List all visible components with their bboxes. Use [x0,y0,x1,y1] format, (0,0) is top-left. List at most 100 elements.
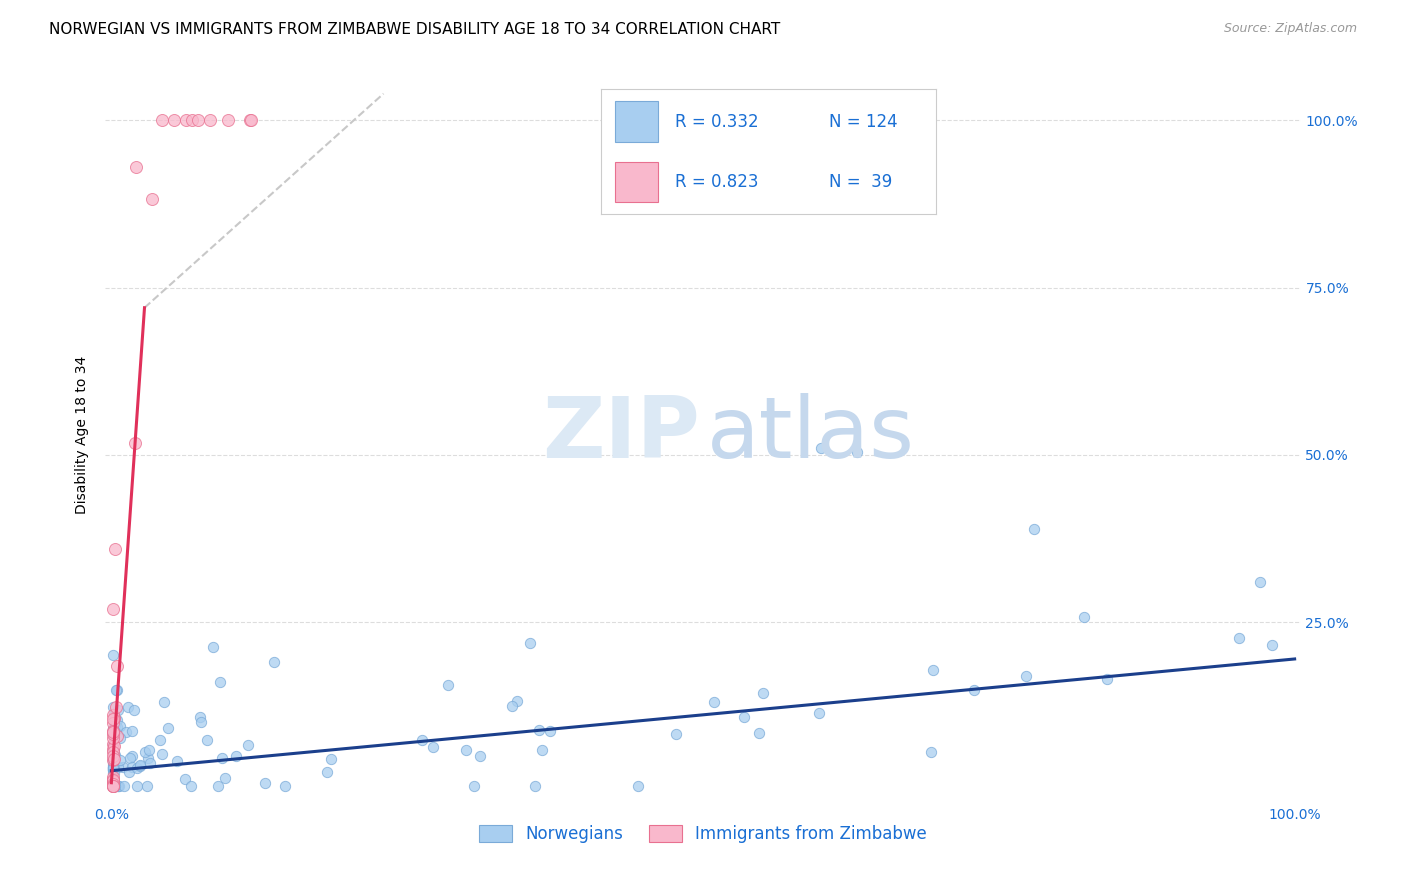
Point [1260,638,1282,652]
Point [112,779,135,793]
Point [101,775,124,789]
Point [422,740,444,755]
Point [105,713,128,727]
Point [134,745,156,759]
Point [103,739,125,753]
Point [138,743,160,757]
Point [703,695,725,709]
Point [101,762,124,776]
Point [807,706,830,720]
Point [101,764,124,778]
Point [101,700,124,714]
Point [506,693,529,707]
Point [101,722,124,736]
Point [239,113,262,128]
Point [139,756,162,770]
Point [104,718,127,732]
Point [101,779,124,793]
Point [104,541,127,556]
Point [166,755,188,769]
Point [1073,610,1095,624]
Point [665,726,688,740]
Point [197,732,219,747]
Point [125,779,148,793]
Point [108,731,131,745]
Point [135,779,157,793]
Point [101,745,124,759]
Point [1249,574,1271,589]
Text: ZIP: ZIP [541,393,699,476]
Point [101,778,124,792]
Point [101,708,124,723]
Point [101,745,124,759]
Point [103,726,125,740]
Point [101,749,124,764]
Point [207,779,229,793]
Point [101,731,124,745]
Point [101,772,124,786]
Point [627,779,650,793]
Point [501,699,523,714]
Point [104,711,127,725]
Point [107,760,129,774]
Point [101,737,124,751]
Point [101,755,124,769]
Point [105,779,128,793]
Point [101,763,124,777]
Point [103,762,125,776]
Point [110,719,132,733]
Point [105,682,128,697]
Point [198,113,221,128]
Point [748,726,770,740]
Point [214,771,236,785]
Point [103,711,125,725]
Point [112,759,135,773]
Point [129,759,152,773]
Point [108,779,131,793]
Point [101,751,124,765]
Point [125,761,148,775]
Point [411,733,433,747]
Point [103,779,125,793]
Point [122,703,145,717]
Point [810,441,832,455]
Point [101,722,124,736]
Point [437,677,460,691]
Point [101,753,124,767]
Point [531,743,554,757]
Point [187,113,209,128]
Point [101,725,124,739]
Point [128,757,150,772]
Point [101,761,124,775]
Point [101,773,124,788]
Point [523,779,546,793]
Point [141,193,163,207]
Point [263,655,285,669]
Point [163,113,186,128]
Point [103,760,125,774]
Point [121,749,143,764]
Point [101,723,124,738]
Text: Source: ZipAtlas.com: Source: ZipAtlas.com [1223,22,1357,36]
Point [124,435,146,450]
Point [118,764,141,779]
Point [101,715,124,730]
Point [208,674,231,689]
Point [751,685,773,699]
Point [101,779,124,793]
Point [463,779,485,793]
Point [150,113,173,128]
Point [105,720,128,734]
Point [101,713,124,727]
Point [456,743,478,757]
Point [468,749,491,764]
Point [101,753,124,767]
Point [157,721,180,735]
Point [733,709,755,723]
Point [105,658,128,673]
Point [108,753,131,767]
Point [101,753,124,767]
Text: atlas: atlas [707,393,914,476]
Point [103,752,125,766]
Point [148,732,170,747]
